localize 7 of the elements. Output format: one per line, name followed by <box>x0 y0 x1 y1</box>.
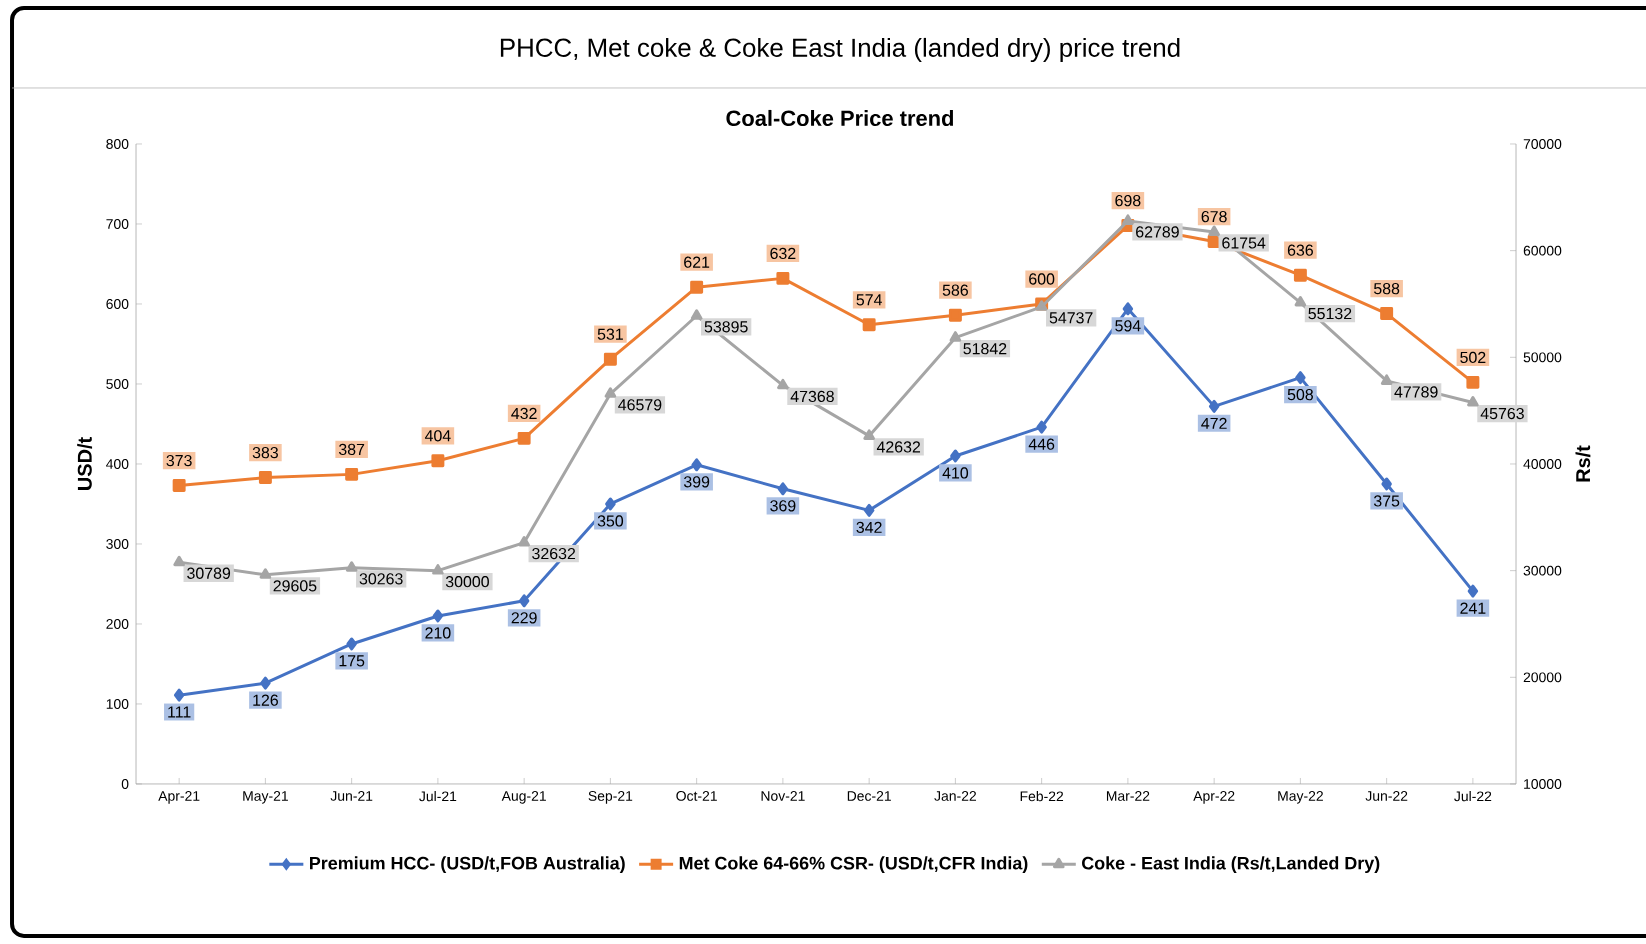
y-axis-title: USD/t <box>77 437 93 490</box>
chart-title: PHCC, Met coke & Coke East India (landed dry) price trend <box>500 37 1180 63</box>
legend-label: Coke - East India (Rs/t,Landed Dry) <box>1082 856 1380 874</box>
chart-subtitle: Coal-Coke Price trend <box>726 109 954 127</box>
legend-label: Premium HCC- (USD/t,FOB Australia) <box>310 856 625 874</box>
y2-axis-title: Rs/t <box>1575 445 1591 482</box>
legend-label: Met Coke 64-66% CSR- (USD/t,CFR India) <box>679 856 1028 874</box>
